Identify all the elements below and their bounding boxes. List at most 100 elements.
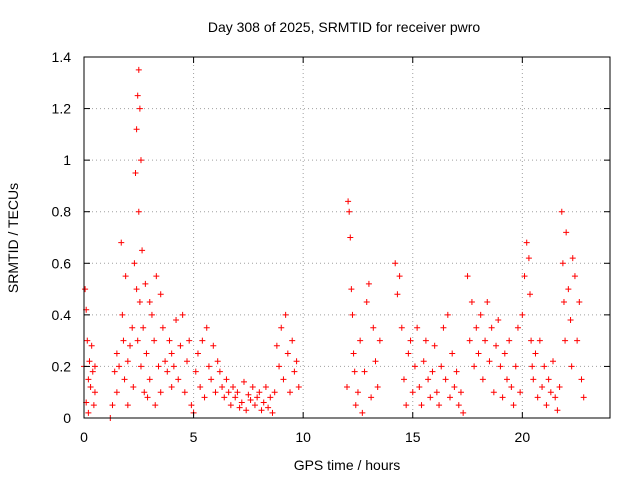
data-point — [251, 402, 258, 409]
data-point — [120, 337, 127, 344]
data-point — [552, 394, 559, 401]
data-point — [173, 317, 180, 324]
data-point — [162, 358, 169, 365]
data-point — [438, 363, 445, 370]
data-point — [139, 247, 146, 254]
data-point — [372, 358, 379, 365]
data-point — [527, 291, 534, 298]
data-point — [554, 407, 561, 414]
data-point — [512, 363, 519, 370]
data-point — [197, 384, 204, 391]
data-point — [131, 260, 138, 267]
data-point — [225, 389, 232, 396]
data-point — [84, 337, 91, 344]
data-point — [528, 337, 535, 344]
data-point — [155, 363, 162, 370]
data-point — [578, 376, 585, 383]
data-point — [113, 389, 120, 396]
data-point — [392, 260, 399, 267]
data-point — [571, 273, 578, 280]
data-point — [562, 337, 569, 344]
data-point — [157, 389, 164, 396]
data-point — [523, 239, 530, 246]
data-point — [208, 376, 215, 383]
data-point — [530, 376, 537, 383]
data-point — [517, 389, 524, 396]
data-point — [166, 337, 173, 344]
data-point — [357, 337, 364, 344]
data-point — [411, 363, 418, 370]
data-point — [425, 376, 432, 383]
data-point — [243, 407, 250, 414]
data-point — [521, 273, 528, 280]
x-axis-label: GPS time / hours — [294, 457, 401, 473]
data-point — [291, 368, 298, 375]
data-point — [130, 384, 137, 391]
data-point — [345, 198, 352, 205]
data-point — [210, 342, 217, 349]
data-point — [124, 402, 131, 409]
data-point — [254, 394, 261, 401]
data-point — [349, 311, 356, 318]
data-point — [436, 402, 443, 409]
data-point — [477, 311, 484, 318]
plot-frame — [83, 56, 611, 419]
data-point — [490, 389, 497, 396]
data-point — [460, 409, 467, 416]
data-point — [350, 350, 357, 357]
data-point — [221, 394, 228, 401]
axis-ticks: 0 0.2 0.4 0.6 0.8 1 1.2 1.4 0 5 10 15 20 — [52, 49, 610, 445]
data-point — [568, 363, 575, 370]
data-point — [133, 126, 140, 133]
data-point — [135, 208, 142, 215]
data-point — [146, 376, 153, 383]
data-point — [122, 273, 129, 280]
data-point — [143, 350, 150, 357]
data-point — [203, 324, 210, 331]
data-point — [352, 402, 359, 409]
data-point — [152, 402, 159, 409]
data-point — [157, 291, 164, 298]
data-point — [85, 376, 92, 383]
data-point — [508, 384, 515, 391]
data-point — [192, 368, 199, 375]
data-point — [271, 389, 278, 396]
data-point — [201, 394, 208, 401]
data-point — [464, 273, 471, 280]
data-point — [497, 363, 504, 370]
chart-title: Day 308 of 2025, SRMTID for receiver pwr… — [208, 19, 481, 35]
data-point — [361, 368, 368, 375]
data-point — [280, 376, 287, 383]
data-point — [118, 239, 125, 246]
data-point — [258, 407, 265, 414]
data-point — [368, 394, 375, 401]
data-point — [407, 337, 414, 344]
data-point — [547, 389, 554, 396]
data-point — [396, 273, 403, 280]
data-point — [563, 229, 570, 236]
data-point — [405, 350, 412, 357]
data-point — [282, 311, 289, 318]
data-point — [219, 384, 226, 391]
data-point — [284, 350, 291, 357]
data-point — [550, 358, 557, 365]
data-point — [501, 350, 508, 357]
data-point — [287, 389, 294, 396]
data-point — [354, 389, 361, 396]
data-point — [216, 368, 223, 375]
data-point — [140, 324, 147, 331]
data-point — [129, 324, 136, 331]
data-point — [374, 384, 381, 391]
data-point — [499, 394, 506, 401]
data-point — [488, 324, 495, 331]
data-point — [376, 337, 383, 344]
data-point — [422, 337, 429, 344]
data-point — [289, 337, 296, 344]
data-point — [133, 286, 140, 293]
data-point — [137, 363, 144, 370]
data-point — [569, 255, 576, 262]
data-point — [559, 260, 566, 267]
data-point — [479, 376, 486, 383]
data-point — [164, 368, 171, 375]
